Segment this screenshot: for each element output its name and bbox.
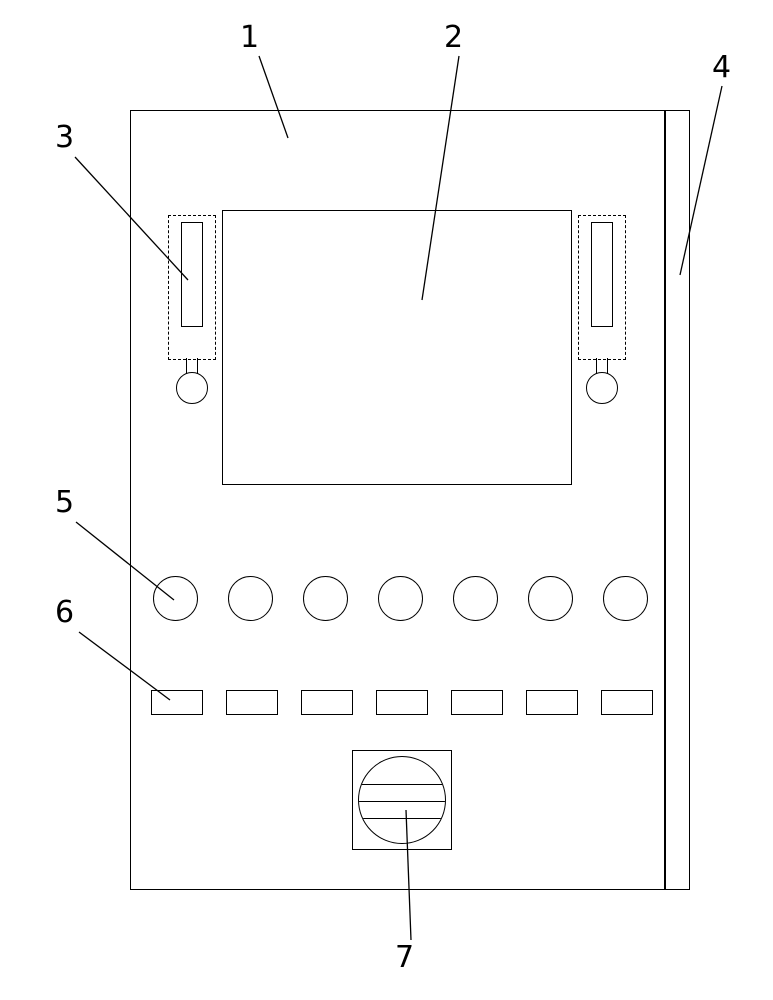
- callout-label-2: 2: [444, 20, 463, 55]
- knob-7[interactable]: [603, 576, 648, 621]
- callout-label-3: 3: [55, 120, 74, 155]
- rect-button-2[interactable]: [226, 690, 278, 715]
- display-screen: [222, 210, 572, 485]
- side-panel: [665, 110, 690, 890]
- callout-label-5: 5: [55, 485, 74, 520]
- callout-label-6: 6: [55, 595, 74, 630]
- rect-button-5[interactable]: [451, 690, 503, 715]
- callout-label-7: 7: [395, 940, 414, 975]
- knob-4[interactable]: [378, 576, 423, 621]
- rect-button-1[interactable]: [151, 690, 203, 715]
- knob-2[interactable]: [228, 576, 273, 621]
- knob-5[interactable]: [453, 576, 498, 621]
- knob-3[interactable]: [303, 576, 348, 621]
- callout-label-1: 1: [240, 20, 259, 55]
- rect-button-6[interactable]: [526, 690, 578, 715]
- rect-button-4[interactable]: [376, 690, 428, 715]
- callout-label-4: 4: [712, 50, 731, 85]
- rect-button-3[interactable]: [301, 690, 353, 715]
- knob-6[interactable]: [528, 576, 573, 621]
- bottom-dial[interactable]: [358, 756, 446, 844]
- knob-1[interactable]: [153, 576, 198, 621]
- rect-button-7[interactable]: [601, 690, 653, 715]
